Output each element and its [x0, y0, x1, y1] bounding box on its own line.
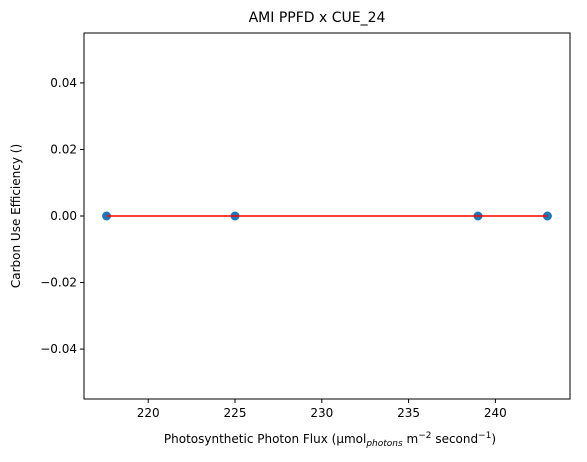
x-tick-label: 235 — [397, 406, 420, 420]
x-axis-label-sup-s: −1 — [478, 431, 491, 441]
x-tick-label: 225 — [224, 406, 247, 420]
x-axis-label: Photosynthetic Photon Flux (µmolphotons … — [164, 431, 496, 449]
x-tick-label: 220 — [137, 406, 160, 420]
y-axis-label: Carbon Use Efficiency () — [9, 144, 23, 288]
y-tick-label: 0.00 — [50, 209, 77, 223]
y-tick-label: 0.02 — [50, 142, 77, 156]
y-tick-label: −0.02 — [40, 276, 77, 290]
x-axis-label-suffix: ) — [491, 432, 496, 446]
x-axis-label-prefix: Photosynthetic Photon Flux (µmol — [164, 432, 366, 446]
x-axis-label-unit-m: m — [403, 432, 419, 446]
y-tick-label: 0.04 — [50, 76, 77, 90]
data-series — [102, 211, 552, 221]
chart-title: AMI PPFD x CUE_24 — [249, 10, 386, 26]
y-axis-ticks: −0.04 −0.02 0.00 0.02 0.04 — [40, 76, 84, 356]
x-tick-label: 240 — [484, 406, 507, 420]
x-axis-label-unit-s: second — [432, 432, 479, 446]
y-tick-label: −0.04 — [40, 342, 77, 356]
x-axis-ticks: 220 225 230 235 240 — [137, 399, 507, 420]
x-tick-label: 230 — [310, 406, 333, 420]
x-axis-label-sup-m: −2 — [418, 431, 431, 441]
x-axis-label-subscript: photons — [365, 439, 403, 449]
